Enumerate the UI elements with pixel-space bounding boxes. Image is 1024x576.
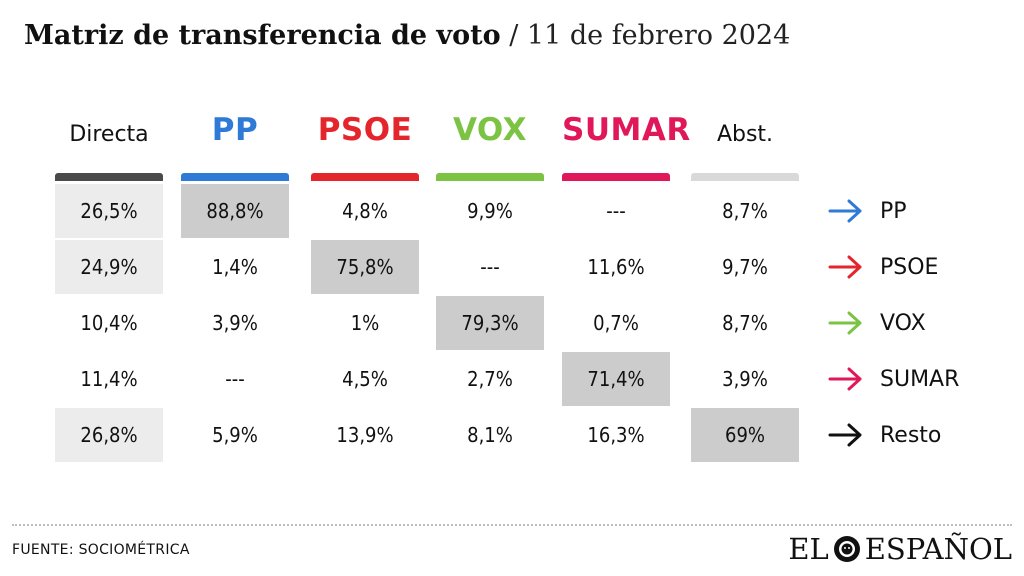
matrix-cell: 26,8%: [55, 408, 163, 462]
matrix-cell: ---: [480, 255, 500, 279]
row-label-text: VOX: [880, 310, 926, 336]
arrow-right-icon: [828, 255, 862, 279]
arrow-right-icon: [828, 423, 862, 447]
page-title: Matriz de transferencia de voto / 11 de …: [24, 20, 790, 51]
column-header-abst: Abst.: [716, 122, 774, 147]
column-bar-sumar: [562, 173, 670, 181]
matrix-cell: 71,4%: [562, 352, 670, 406]
matrix-cell: 13,9%: [336, 423, 394, 447]
row-label-text: SUMAR: [880, 366, 960, 392]
matrix-cell: 0,7%: [593, 311, 639, 335]
row-label-text: Resto: [880, 422, 942, 448]
row-label-psoe: PSOE: [828, 240, 938, 294]
matrix-cell: 26,5%: [55, 184, 163, 238]
column-header-sumar: SUMAR: [562, 112, 691, 148]
matrix-cell: ---: [606, 199, 626, 223]
row-label-sumar: SUMAR: [828, 352, 959, 406]
matrix-cell: 2,7%: [467, 367, 513, 391]
matrix-cell: 16,3%: [587, 423, 645, 447]
matrix-cell: 3,9%: [722, 367, 768, 391]
title-main: Matriz de transferencia de voto: [24, 20, 501, 51]
matrix-cell: 8,7%: [722, 199, 768, 223]
arrow-right-icon: [828, 367, 862, 391]
matrix-cell: 11,4%: [80, 367, 138, 391]
column-header-directa: Directa: [69, 122, 149, 147]
matrix-cell: 5,9%: [212, 423, 258, 447]
matrix-cell: 11,6%: [587, 255, 645, 279]
row-label-pp: PP: [828, 184, 907, 238]
row-label-vox: VOX: [828, 296, 926, 350]
column-header-pp: PP: [211, 112, 259, 148]
matrix-cell: 4,5%: [342, 367, 388, 391]
matrix-cell: 79,3%: [436, 296, 544, 350]
column-bar-abst: [691, 173, 799, 181]
matrix-cell: 8,7%: [722, 311, 768, 335]
column-header-psoe: PSOE: [317, 112, 413, 148]
matrix-cell: 3,9%: [212, 311, 258, 335]
column-header-vox: VOX: [452, 112, 528, 148]
brand-logo: EL ESPAÑOL: [788, 532, 1012, 566]
matrix-cell: 24,9%: [55, 240, 163, 294]
matrix-cell: 75,8%: [311, 240, 419, 294]
title-separator: /: [509, 20, 519, 51]
matrix-cell: 9,7%: [722, 255, 768, 279]
footer-divider: [12, 524, 1012, 526]
brand-left: EL: [788, 532, 829, 566]
matrix-cell: 88,8%: [181, 184, 289, 238]
row-label-resto: Resto: [828, 408, 941, 462]
column-bar-vox: [436, 173, 544, 181]
matrix-cell: 1,4%: [212, 255, 258, 279]
column-bar-psoe: [311, 173, 419, 181]
column-bar-pp: [181, 173, 289, 181]
brand-right: ESPAÑOL: [864, 532, 1012, 566]
column-bar-directa: [55, 173, 163, 181]
lion-icon: [833, 536, 860, 562]
matrix-cell: 9,9%: [467, 199, 513, 223]
row-label-text: PP: [880, 198, 907, 224]
arrow-right-icon: [828, 199, 862, 223]
matrix-cell: 10,4%: [80, 311, 138, 335]
row-label-text: PSOE: [880, 254, 939, 280]
matrix-cell: ---: [225, 367, 245, 391]
source-note: FUENTE: SOCIOMÉTRICA: [12, 542, 190, 558]
matrix-cell: 8,1%: [467, 423, 513, 447]
matrix-cell: 4,8%: [342, 199, 388, 223]
matrix-cell: 69%: [691, 408, 799, 462]
matrix-cell: 1%: [350, 311, 380, 335]
title-date: 11 de febrero 2024: [526, 20, 791, 51]
arrow-right-icon: [828, 311, 862, 335]
